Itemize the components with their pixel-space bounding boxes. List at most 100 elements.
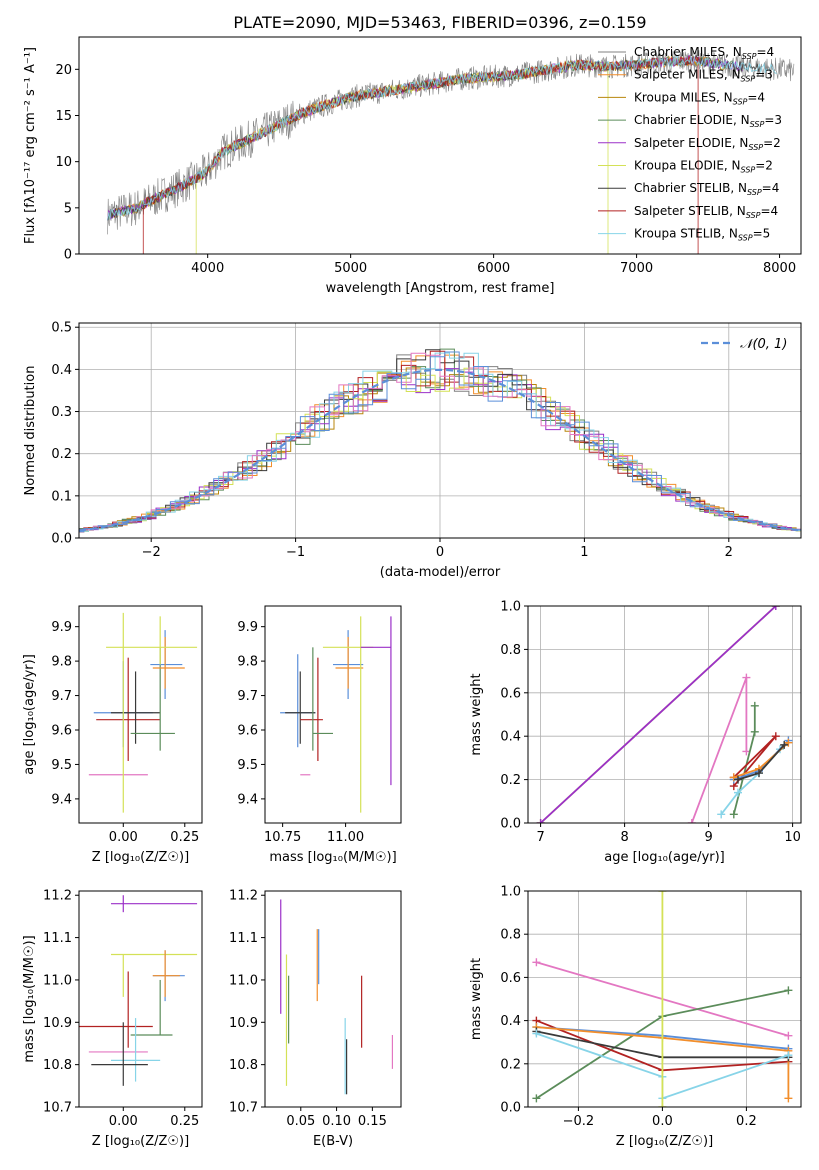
errorbar-point (312, 647, 333, 751)
series-marker (784, 738, 793, 747)
x-tick-label: 0.10 (322, 1114, 351, 1129)
axes-frame (78, 890, 203, 1108)
data-spectrum-line (107, 48, 795, 235)
series-marker (780, 740, 789, 749)
x-axis-label: mass [log₁₀(M/M☉)] (269, 850, 396, 865)
x-axis-label: age [log₁₀(age/yr)] (604, 850, 725, 865)
y-tick-label: 11.0 (229, 973, 258, 988)
series-marker (755, 769, 763, 778)
plot-area (536, 606, 793, 823)
errorbar-point (152, 637, 185, 689)
errorbar-point (110, 895, 198, 913)
histogram-step (79, 352, 801, 533)
y-axis-label: age [log₁₀(age/yr)] (22, 654, 37, 775)
y-axis-label: mass [log₁₀(M/M☉)] (22, 935, 37, 1062)
x-tick-label: 1 (580, 545, 588, 560)
y-tick-label: 0.0 (500, 1101, 521, 1116)
x-axis-label: E(B-V) (313, 1134, 353, 1149)
x-tick-label: 10.75 (264, 830, 301, 845)
y-tick-label: 10.8 (43, 1058, 72, 1073)
y-tick-label: 11.2 (229, 889, 258, 904)
y-tick-label: 0.6 (500, 971, 521, 986)
y-tick-label: 11.2 (43, 889, 72, 904)
errorbar-point (360, 616, 392, 786)
y-tick-label: 10.7 (43, 1101, 72, 1116)
legend-label: Kroupa ELODIE, NSSP=2 (634, 159, 773, 175)
x-tick-label: 9 (704, 830, 712, 845)
y-tick-label: 9.6 (51, 724, 72, 739)
x-tick-label: 6000 (477, 261, 510, 276)
legend-label: 𝒩(0, 1) (740, 337, 787, 352)
x-tick-label: 0 (436, 545, 444, 560)
legend-label: Salpeter STELIB, NSSP=4 (634, 204, 778, 220)
errorbar-point (150, 630, 183, 699)
y-tick-label: 20 (55, 63, 72, 78)
chart-age-vs-Z: 0.00 0.25 9.4 9.5 9.6 9.7 9.8 9.9 Z [log₁₀(Z/Z☉)… (22, 605, 203, 865)
y-tick-label: 15 (55, 109, 72, 124)
legend-label: Chabrier MILES, NSSP=4 (634, 45, 774, 61)
y-tick-label: 9.8 (51, 655, 72, 670)
chart-mass-vs-EBV: 0.05 0.10 0.15 10.7 10.8 10.9 11.0 11.1 11.2 E(B-… (229, 889, 402, 1149)
model-spectrum-line (107, 56, 777, 221)
y-tick-label: 0.4 (500, 1014, 521, 1029)
chart-mass-weight-vs-Z: −0.2 0.0 0.2 0.0 0.2 0.4 0.6 0.8 1.0 Z [log₁₀(Z/Z… (469, 885, 802, 1149)
series-line (539, 606, 777, 823)
plot-area (88, 612, 198, 813)
plot-area (280, 616, 392, 813)
plot-area (280, 899, 394, 1095)
x-tick-label: 0.00 (109, 830, 138, 845)
series-marker (532, 1029, 541, 1038)
series-marker (750, 701, 759, 710)
series-marker (729, 810, 738, 819)
y-tick-label: 0.8 (500, 928, 521, 943)
x-tick-label: 7 (536, 830, 544, 845)
errorbar-point (280, 654, 316, 748)
y-tick-label: 9.5 (237, 758, 258, 773)
series-line (690, 677, 748, 823)
y-tick-label: 1.0 (500, 885, 521, 900)
model-spectrum-line (142, 55, 699, 254)
x-tick-label: 0.25 (170, 1114, 199, 1129)
histogram-step (79, 352, 801, 532)
chart-residuals: 𝒩(0, 1) −2 −1 0 1 2 0.0 0.1 0.2 0.3 0.4 0.5 (data-mo… (23, 321, 802, 580)
y-tick-label: 9.7 (237, 689, 258, 704)
y-tick-label: 9.4 (237, 792, 258, 807)
legend-label: Salpeter MILES, NSSP=3 (634, 68, 773, 84)
x-tick-label: 7000 (620, 261, 653, 276)
axes-frame (78, 36, 802, 255)
series-marker (784, 1031, 793, 1040)
series-marker (771, 606, 780, 610)
series-line (536, 1026, 790, 1099)
errorbar-point (110, 671, 161, 744)
y-tick-label: 0.4 (500, 730, 521, 745)
y-tick-label: 0.4 (51, 363, 72, 378)
y-tick-label: 0.5 (51, 321, 72, 336)
series-marker (742, 673, 751, 682)
series-marker (532, 958, 541, 967)
x-tick-label: −0.2 (563, 1114, 595, 1129)
errorbar-point (91, 1022, 148, 1086)
errorbar-point (110, 1018, 161, 1082)
series-marker (658, 891, 667, 895)
plot-area (532, 891, 793, 1107)
errorbar-point (79, 971, 153, 1048)
axes-frame (527, 890, 802, 1108)
x-tick-label: 4000 (191, 261, 224, 276)
y-tick-label: 0.2 (500, 1057, 521, 1072)
errorbar-point (110, 953, 198, 997)
x-tick-label: 11.00 (327, 830, 364, 845)
histogram-step (79, 367, 801, 532)
y-tick-label: 11.0 (43, 973, 72, 988)
x-axis-label: wavelength [Angstrom, rest frame] (326, 281, 555, 296)
chart-mass-vs-Z: 0.00 0.25 10.7 10.8 10.9 11.0 11.1 11.2 Z [log₁₀… (22, 889, 203, 1149)
y-tick-label: 10 (55, 155, 72, 170)
y-tick-label: 9.4 (51, 792, 72, 807)
y-axis-label: Normed distribution (23, 366, 38, 496)
x-tick-label: 8 (620, 830, 628, 845)
y-tick-label: 0.6 (500, 686, 521, 701)
series-marker (729, 773, 738, 782)
y-tick-label: 11.1 (229, 931, 258, 946)
axes-frame (78, 605, 203, 824)
y-tick-label: 0.0 (500, 817, 521, 832)
chart-spectrum: Chabrier MILES, NSSP=4 Salpeter MILES, NS… (23, 36, 802, 296)
